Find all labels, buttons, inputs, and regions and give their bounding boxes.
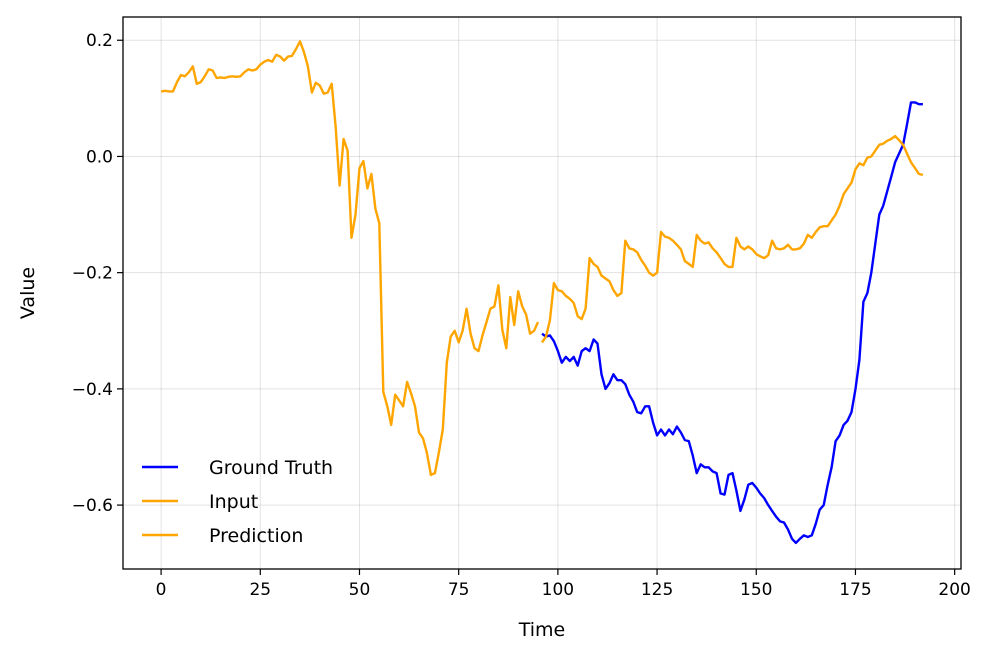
legend-label-prediction: Prediction (209, 525, 303, 547)
x-tick-label: 0 (156, 580, 167, 600)
legend-label-ground-truth: Ground Truth (209, 457, 333, 479)
series-lines (160, 40, 924, 545)
x-tick-label: 25 (249, 580, 271, 600)
x-tick-label: 75 (448, 580, 470, 600)
legend-label-input: Input (209, 491, 258, 513)
x-tick-label: 175 (839, 580, 871, 600)
y-tick-label: −0.2 (72, 264, 113, 284)
series-line-ground-truth (541, 101, 923, 545)
y-tick-label: −0.6 (72, 496, 113, 516)
x-tick-label: 125 (641, 580, 673, 600)
x-tick-label: 50 (349, 580, 371, 600)
series-line-input (160, 40, 540, 477)
y-tick-label: −0.4 (72, 380, 113, 400)
y-axis-label: Value (17, 267, 39, 319)
x-tick-label: 200 (938, 580, 970, 600)
y-axis: −0.6 −0.4 −0.2 0.0 0.2 (72, 31, 123, 516)
x-tick-label: 150 (740, 580, 772, 600)
grid-lines (123, 17, 961, 569)
x-axis-label: Time (518, 619, 566, 641)
y-tick-label: 0.2 (86, 31, 113, 51)
series-line-prediction (541, 134, 924, 344)
plot-frame (122, 16, 962, 570)
x-tick-label: 100 (542, 580, 574, 600)
x-axis: 0 25 50 75 100 125 150 175 200 (156, 569, 971, 600)
legend: Ground Truth Input Prediction (142, 457, 333, 547)
y-tick-label: 0.0 (86, 147, 113, 167)
